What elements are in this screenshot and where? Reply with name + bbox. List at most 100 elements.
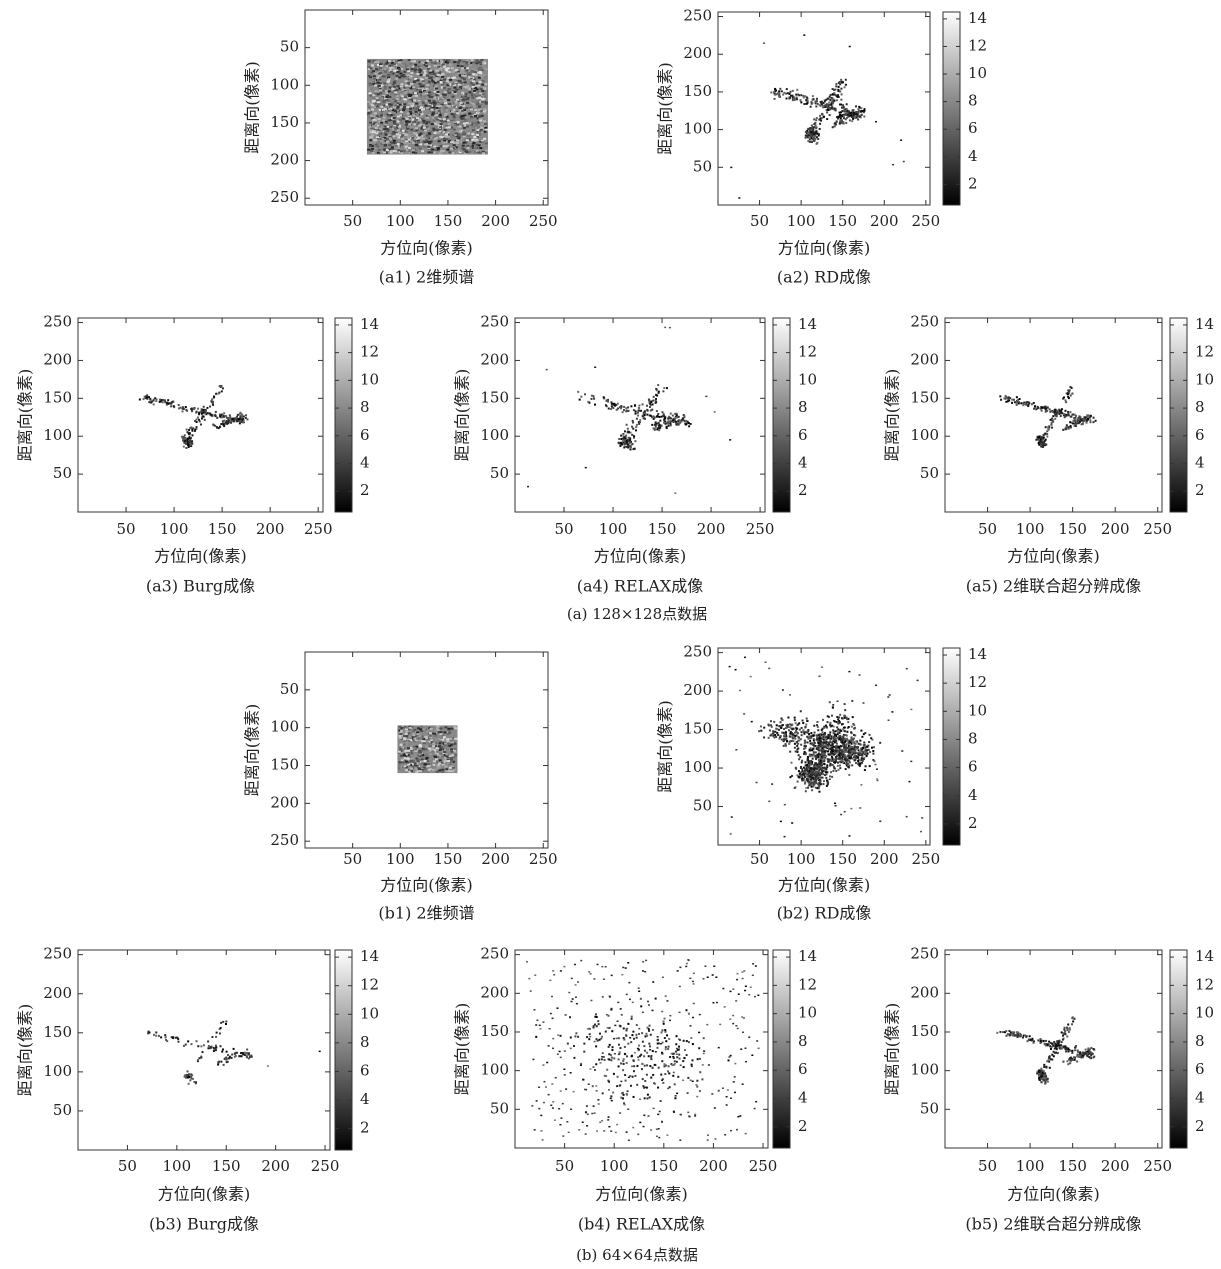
image-pixel — [828, 753, 830, 755]
colorbar-tick-label: 2 — [798, 481, 808, 499]
image-pixel — [159, 401, 161, 403]
texture-cell — [433, 733, 436, 735]
image-pixel — [854, 117, 856, 119]
y-axis-label: 距离向(像素) — [453, 369, 472, 462]
colorbar-tick-label: 4 — [968, 147, 978, 165]
x-tick-label: 200 — [1101, 520, 1130, 538]
texture-cell — [423, 729, 426, 731]
image-pixel — [662, 415, 664, 417]
image-pixel — [1064, 410, 1066, 412]
image-pixel — [816, 739, 818, 741]
texture-cell — [386, 126, 389, 128]
colorbar-tick-label: 12 — [798, 343, 817, 361]
texture-cell — [394, 150, 397, 152]
image-pixel — [820, 117, 822, 119]
image-pixel — [648, 399, 650, 401]
image-pixel — [815, 119, 817, 121]
texture-cell — [410, 748, 413, 750]
image-pixel — [780, 727, 782, 729]
texture-cell — [428, 63, 431, 65]
texture-cell — [471, 97, 474, 99]
x-axis-label: 方位向(像素) — [778, 239, 871, 258]
texture-cell — [399, 104, 402, 106]
image-pixel — [816, 747, 818, 749]
image-pixel — [873, 746, 875, 748]
image-pixel — [830, 771, 832, 773]
texture-cell — [403, 744, 406, 746]
texture-cell — [415, 129, 418, 131]
image-pixel — [624, 430, 626, 432]
image-pixel — [682, 418, 684, 420]
texture-cell — [399, 119, 402, 121]
image-pixel — [201, 418, 203, 420]
y-axis-label: 距离向(像素) — [243, 61, 262, 154]
texture-cell — [481, 90, 484, 92]
image-pixel — [646, 414, 648, 416]
texture-cell — [372, 97, 375, 99]
texture-cell — [448, 105, 451, 107]
texture-cell — [425, 65, 428, 67]
texture-cell — [483, 120, 486, 122]
image-pixel — [829, 753, 831, 755]
image-pixel — [685, 420, 687, 422]
texture-cell — [436, 771, 439, 773]
texture-cell — [370, 81, 373, 83]
texture-cell — [445, 768, 448, 770]
image-pixel — [817, 729, 819, 731]
texture-cell — [377, 75, 380, 77]
texture-cell — [448, 146, 451, 148]
colorbar-tick-label: 8 — [1195, 398, 1205, 416]
texture-cell — [429, 128, 432, 130]
image-pixel — [1052, 419, 1054, 421]
texture-cell — [414, 762, 417, 764]
image-pixel — [638, 423, 640, 425]
texture-cell — [474, 109, 477, 111]
texture-cell — [430, 728, 433, 730]
image-pixel — [1070, 394, 1072, 396]
texture-cell — [431, 73, 434, 75]
texture-cell — [483, 87, 486, 89]
texture-cell — [443, 109, 446, 111]
texture-cell — [423, 766, 426, 768]
image-pixel — [837, 765, 839, 767]
texture-cell — [371, 109, 374, 111]
image-pixel — [191, 443, 193, 445]
texture-cell — [410, 72, 413, 74]
x-tick-label: 100 — [787, 212, 816, 230]
image-pixel — [857, 118, 859, 120]
texture-cell — [448, 745, 451, 747]
texture-cell — [375, 68, 378, 70]
texture-cell — [372, 131, 375, 133]
texture-cell — [416, 89, 419, 91]
texture-cell — [426, 135, 429, 137]
y-tick-label: 200 — [480, 350, 509, 368]
texture-cell — [385, 96, 388, 98]
texture-cell — [443, 731, 446, 733]
texture-cell — [480, 59, 483, 61]
y-tick-label: 250 — [270, 188, 299, 206]
texture-cell — [439, 131, 442, 133]
texture-cell — [416, 731, 419, 733]
image-pixel — [859, 740, 861, 742]
texture-cell — [436, 751, 439, 753]
texture-cell — [422, 738, 425, 740]
image-pixel — [143, 398, 145, 400]
texture-cell — [425, 100, 428, 102]
image-pixel — [192, 427, 194, 429]
image-pixel — [857, 756, 859, 758]
texture-cell — [426, 84, 429, 86]
image-pixel — [794, 747, 796, 749]
image-pixel — [814, 742, 816, 744]
texture-cell — [472, 68, 475, 70]
texture-cell — [420, 726, 423, 728]
image-pixel — [816, 136, 818, 138]
image-pixel — [634, 440, 636, 442]
texture-cell — [455, 96, 458, 98]
y-tick-label: 100 — [683, 120, 712, 138]
texture-cell — [391, 102, 394, 104]
image-pixel — [789, 751, 791, 753]
texture-cell — [414, 119, 417, 121]
image-pixel — [218, 427, 220, 429]
image-pixel — [871, 747, 873, 749]
texture-cell — [457, 65, 460, 67]
